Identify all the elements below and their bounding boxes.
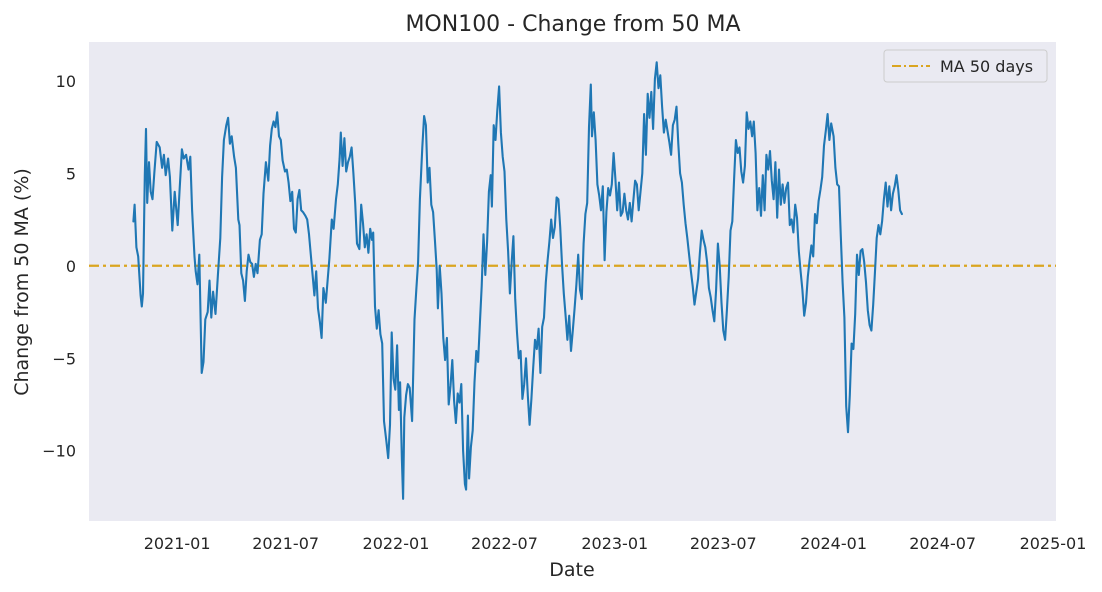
- y-tick-label: −5: [52, 349, 76, 368]
- series-lines: [132, 61, 903, 500]
- x-tick-label: 2022-01: [363, 534, 430, 553]
- x-tick-labels: 2021-01 2021-07 2022-01 2022-07 2023-01 2023-…: [144, 534, 1087, 553]
- x-tick-label: 2023-07: [690, 534, 757, 553]
- y-tick-label: 0: [66, 257, 76, 276]
- legend-box: [883, 49, 1048, 83]
- x-axis-label: Date: [549, 559, 594, 581]
- chart-title: MON100 - Change from 50 MA: [405, 12, 740, 37]
- x-tick-label: 2022-07: [471, 534, 538, 553]
- legend: MA 50 days: [883, 49, 1048, 83]
- x-tick-label: 2024-07: [909, 534, 976, 553]
- y-axis-label: Change from 50 MA (%): [11, 168, 33, 396]
- x-tick-label: 2024-01: [800, 534, 867, 553]
- change-from-ma-line: [132, 61, 903, 500]
- x-tick-label: 2025-01: [1020, 534, 1087, 553]
- y-tick-label: 5: [66, 164, 76, 183]
- legend-label: MA 50 days: [940, 57, 1033, 76]
- x-tick-label: 2023-01: [581, 534, 648, 553]
- y-tick-label: −10: [42, 442, 76, 461]
- x-tick-label: 2021-07: [252, 534, 319, 553]
- plot-area: [89, 42, 1056, 521]
- x-tick-label: 2021-01: [144, 534, 211, 553]
- y-tick-label: 10: [56, 72, 76, 91]
- y-tick-labels: 10 5 0 −5 −10: [42, 72, 76, 461]
